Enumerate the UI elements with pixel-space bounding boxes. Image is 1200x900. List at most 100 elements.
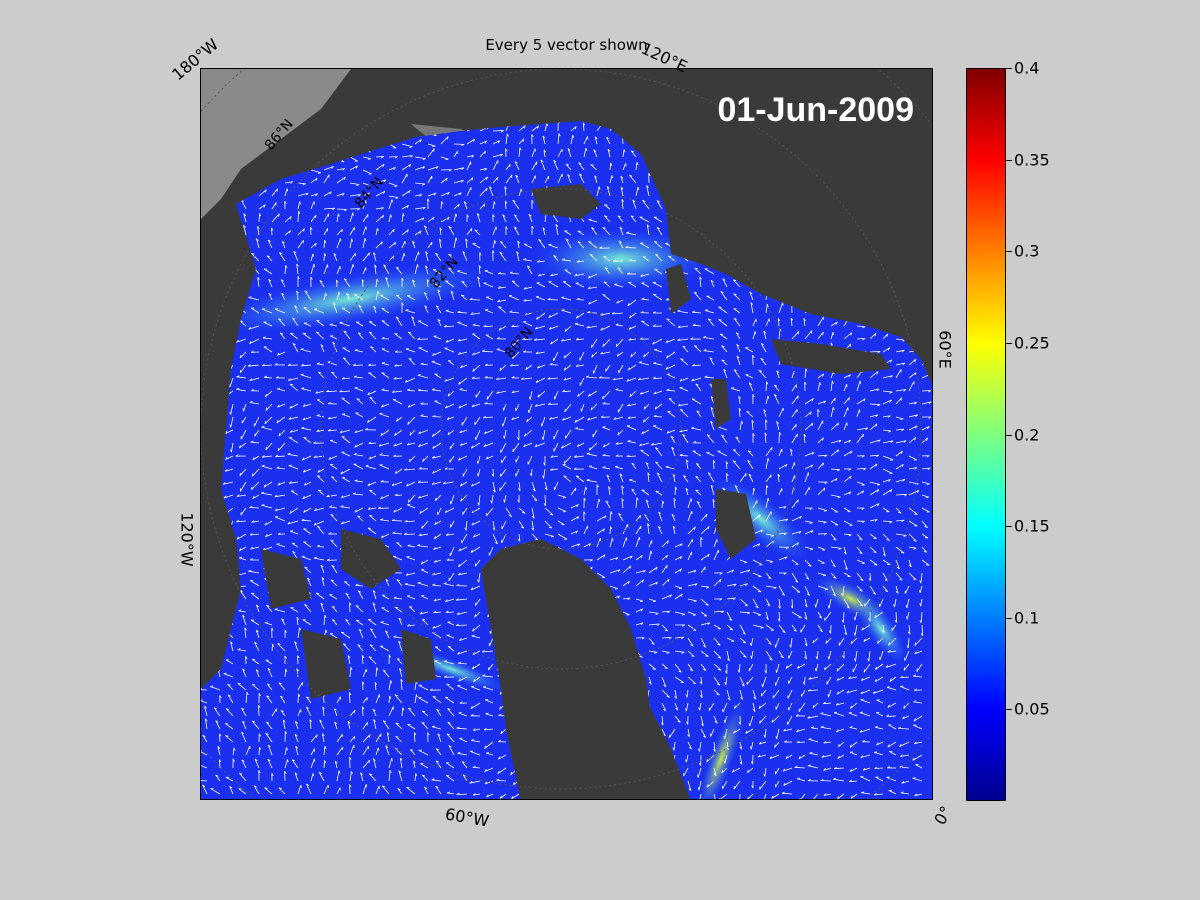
drift-vector-head (358, 304, 362, 308)
drift-vector-head (328, 401, 332, 405)
drift-vector-head (275, 454, 279, 458)
drift-vector (263, 321, 273, 327)
drift-vector (557, 133, 560, 145)
drift-vector-head (503, 435, 505, 439)
drift-vector-head (422, 158, 426, 160)
drift-vector-head (229, 411, 231, 415)
drift-vector-head (492, 250, 495, 254)
drift-vector (765, 485, 767, 496)
drift-vector-head (708, 318, 712, 321)
drift-vector (750, 302, 754, 314)
drift-vector (635, 598, 644, 602)
drift-vector (830, 439, 842, 444)
drift-vector (778, 488, 783, 496)
drift-vector-head (447, 216, 450, 221)
drift-vector (537, 364, 546, 369)
drift-vector (817, 507, 827, 511)
drift-vector (765, 585, 777, 588)
drift-vector-head (655, 613, 659, 615)
drift-vector-head (339, 321, 343, 324)
drift-vector (577, 390, 585, 397)
drift-vector-head (431, 433, 434, 437)
drift-vector (542, 135, 546, 145)
drift-vector-head (511, 376, 515, 379)
drift-vector-head (785, 546, 789, 549)
drift-vector (830, 520, 839, 526)
drift-vector (432, 584, 442, 587)
drift-vector-head (537, 394, 540, 398)
drift-vector (815, 598, 819, 608)
drift-vector (466, 161, 471, 171)
drift-vector (700, 622, 711, 626)
drift-vector-head (876, 484, 880, 486)
drift-vector (502, 214, 507, 223)
drift-vector (864, 598, 871, 607)
drift-vector-head (850, 450, 853, 454)
drift-vector (256, 238, 260, 249)
drift-vector (492, 240, 496, 249)
drift-vector (543, 149, 546, 158)
drift-vector-head (877, 640, 879, 644)
drift-vector (336, 213, 339, 223)
drift-vector (622, 523, 629, 535)
drift-vector-head (627, 367, 630, 371)
drift-vector-head (421, 618, 426, 621)
drift-vector-head (432, 470, 435, 474)
drift-vector (882, 429, 891, 432)
drift-vector (304, 604, 312, 613)
drift-vector-head (223, 495, 227, 499)
drift-vector (388, 228, 395, 236)
drift-vector-head (907, 631, 911, 635)
drift-vector (642, 200, 650, 210)
drift-vector (625, 247, 637, 249)
drift-vector (401, 252, 405, 262)
drift-vector (432, 624, 442, 629)
drift-vector-head (274, 608, 278, 610)
drift-vector-head (268, 278, 272, 282)
drift-vector-head (733, 369, 737, 372)
drift-vector (512, 200, 520, 210)
drift-vector (297, 228, 305, 236)
drift-vector (482, 650, 494, 653)
drift-vector (331, 565, 338, 574)
drift-vector (396, 416, 403, 422)
drift-vector-head (833, 407, 835, 411)
drift-vector (748, 382, 754, 392)
drift-vector (843, 384, 848, 392)
drift-vector (278, 318, 286, 327)
drift-vector-head (861, 507, 865, 510)
drift-vector-head (705, 604, 709, 606)
drift-vector-head (656, 472, 660, 475)
drift-vector-head (640, 608, 644, 612)
drift-vector-head (391, 518, 395, 521)
drift-vector-head (492, 489, 496, 493)
drift-vector (739, 569, 751, 574)
drift-vector-head (835, 321, 838, 325)
drift-vector (336, 168, 345, 171)
drift-vector-head (396, 542, 400, 544)
drift-vector (882, 546, 886, 557)
drift-vector (412, 241, 416, 249)
drift-vector-head (529, 473, 532, 477)
drift-vector (830, 507, 838, 513)
drift-vector (622, 555, 633, 561)
drift-vector (608, 486, 611, 496)
drift-vector (477, 468, 481, 477)
drift-vector (349, 182, 360, 185)
drift-vector-head (398, 617, 402, 621)
drift-vector-head (748, 473, 752, 477)
drift-vector (279, 332, 286, 340)
drift-vector-head (259, 213, 262, 217)
drift-vector (869, 559, 878, 566)
drift-vector-head (298, 210, 301, 214)
drift-vector-head (380, 518, 384, 521)
drift-vector (604, 267, 611, 275)
drift-vector-head (340, 471, 343, 475)
drift-vector-head (536, 316, 539, 320)
drift-vector-head (373, 306, 377, 309)
drift-vector (693, 345, 702, 353)
drift-vector-head (618, 512, 622, 516)
drift-vector (591, 338, 598, 348)
drift-vector (618, 364, 624, 374)
drift-vector (330, 335, 338, 340)
